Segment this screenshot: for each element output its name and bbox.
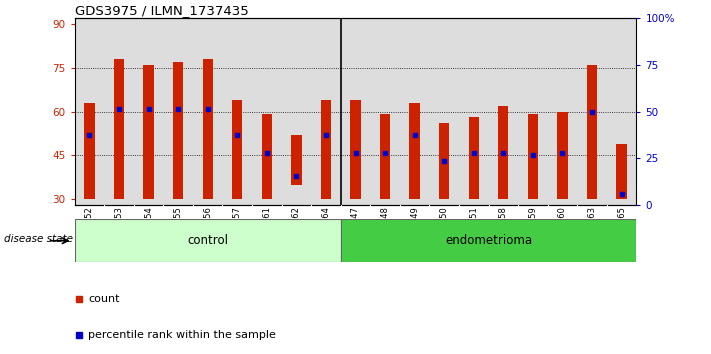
Bar <box>262 114 272 199</box>
Text: GSM572765: GSM572765 <box>617 206 626 257</box>
Bar <box>134 18 164 205</box>
Text: GSM572753: GSM572753 <box>114 206 124 257</box>
Text: GSM572754: GSM572754 <box>144 206 153 257</box>
Bar <box>518 18 547 205</box>
Bar <box>85 103 95 199</box>
Text: GSM572758: GSM572758 <box>499 206 508 257</box>
Text: GSM572747: GSM572747 <box>351 206 360 257</box>
Bar <box>498 105 508 199</box>
Text: GSM572762: GSM572762 <box>292 206 301 257</box>
Text: GSM572763: GSM572763 <box>587 206 597 257</box>
Bar <box>547 18 577 205</box>
Bar <box>223 18 252 205</box>
Bar <box>341 18 370 205</box>
Bar <box>311 18 341 205</box>
Bar <box>282 18 311 205</box>
Text: GSM572750: GSM572750 <box>439 206 449 257</box>
Bar <box>75 219 341 262</box>
Bar <box>351 100 360 199</box>
Text: percentile rank within the sample: percentile rank within the sample <box>88 330 276 339</box>
Text: control: control <box>187 234 228 247</box>
Bar <box>380 114 390 199</box>
Bar <box>439 123 449 199</box>
Bar <box>341 219 636 262</box>
Text: GSM572752: GSM572752 <box>85 206 94 257</box>
Text: GSM572751: GSM572751 <box>469 206 479 257</box>
Bar <box>429 18 459 205</box>
Bar <box>232 100 242 199</box>
Bar <box>528 114 538 199</box>
Text: GSM572759: GSM572759 <box>528 206 538 257</box>
Text: GSM572760: GSM572760 <box>558 206 567 257</box>
Bar <box>203 59 213 199</box>
Bar <box>606 18 636 205</box>
Bar <box>252 18 282 205</box>
Bar <box>321 100 331 199</box>
Text: GDS3975 / ILMN_1737435: GDS3975 / ILMN_1737435 <box>75 4 248 17</box>
Bar <box>577 18 606 205</box>
Bar <box>164 18 193 205</box>
Bar <box>105 18 134 205</box>
Bar <box>144 65 154 199</box>
Bar <box>469 118 479 199</box>
Bar <box>557 112 567 199</box>
Bar <box>292 135 301 185</box>
Bar <box>173 62 183 199</box>
Text: GSM572761: GSM572761 <box>262 206 272 257</box>
Text: endometrioma: endometrioma <box>445 234 532 247</box>
Bar <box>459 18 488 205</box>
Text: GSM572749: GSM572749 <box>410 206 419 257</box>
Text: GSM572764: GSM572764 <box>321 206 331 257</box>
Bar <box>193 18 223 205</box>
Bar <box>75 18 105 205</box>
Text: GSM572755: GSM572755 <box>173 206 183 257</box>
Bar <box>114 59 124 199</box>
Text: GSM572757: GSM572757 <box>232 206 242 257</box>
Bar <box>488 18 518 205</box>
Bar <box>370 18 400 205</box>
Text: count: count <box>88 295 120 304</box>
Text: GSM572756: GSM572756 <box>203 206 212 257</box>
Bar <box>410 103 419 199</box>
Text: GSM572748: GSM572748 <box>380 206 390 257</box>
Bar <box>400 18 429 205</box>
Bar <box>616 144 626 199</box>
Text: disease state: disease state <box>4 234 73 244</box>
Bar <box>587 65 597 199</box>
